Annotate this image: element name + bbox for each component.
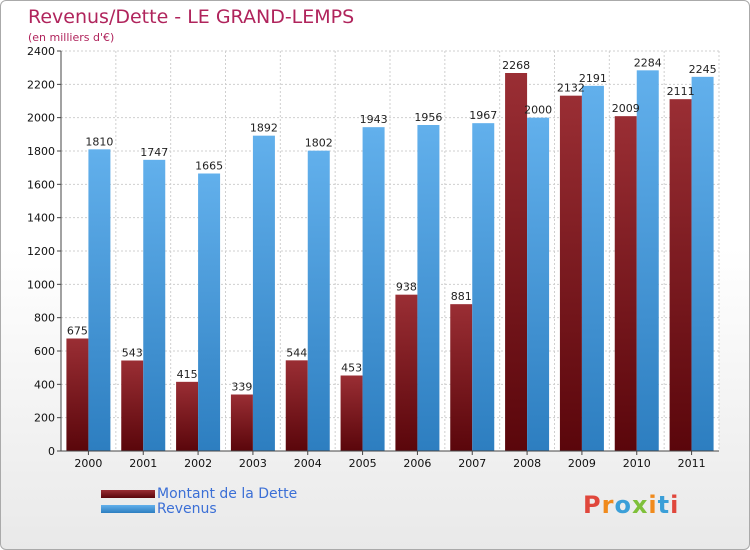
x-tick-label: 2007 xyxy=(458,457,486,470)
bar-debt xyxy=(559,95,582,452)
data-label-revenue: 1810 xyxy=(85,135,113,148)
y-tick-label: 1800 xyxy=(27,145,55,158)
y-tick-label: 2000 xyxy=(27,112,55,125)
data-label-revenue: 1665 xyxy=(195,160,223,173)
bar-debt xyxy=(669,99,692,452)
y-tick-label: 1000 xyxy=(27,278,55,291)
x-tick-label: 2000 xyxy=(74,457,102,470)
bar-revenue xyxy=(691,76,714,451)
data-label-revenue: 1956 xyxy=(414,111,442,124)
x-tick-label: 2001 xyxy=(129,457,157,470)
data-label-revenue: 2245 xyxy=(689,63,717,76)
data-label-revenue: 2000 xyxy=(524,104,552,117)
bar-revenue xyxy=(417,125,440,451)
data-label-debt: 2009 xyxy=(612,102,640,115)
proxiti-logo: Proxiti xyxy=(583,491,680,519)
bar-debt xyxy=(450,304,473,451)
y-tick-label: 1200 xyxy=(27,245,55,258)
bar-debt xyxy=(614,116,637,452)
bar-revenue xyxy=(307,150,330,451)
data-label-debt: 2132 xyxy=(557,82,585,95)
data-label-debt: 453 xyxy=(341,362,362,375)
bar-debt xyxy=(505,73,528,451)
bar-debt xyxy=(176,381,199,451)
bar-debt xyxy=(395,294,418,451)
x-tick-label: 2004 xyxy=(294,457,322,470)
y-tick-label: 800 xyxy=(34,312,55,325)
bar-debt xyxy=(121,360,144,451)
bar-debt xyxy=(66,338,89,451)
data-label-debt: 2111 xyxy=(667,85,695,98)
data-label-debt: 339 xyxy=(231,381,252,394)
data-label-revenue: 1943 xyxy=(360,113,388,126)
data-label-debt: 881 xyxy=(451,290,472,303)
bar-revenue xyxy=(143,159,166,452)
y-tick-label: 0 xyxy=(48,445,55,458)
bar-revenue xyxy=(252,135,275,451)
bar-revenue xyxy=(472,123,495,452)
data-label-debt: 938 xyxy=(396,281,417,294)
axes: 0 200 400 600 800 1000 1200 1400 1600 1800 2000 220… xyxy=(27,45,719,470)
legend-swatch-debt xyxy=(101,490,155,498)
x-tick-label: 2003 xyxy=(239,457,267,470)
y-tick-label: 2400 xyxy=(27,45,55,58)
x-tick-label: 2002 xyxy=(184,457,212,470)
y-tick-label: 400 xyxy=(34,378,55,391)
data-label-revenue: 1892 xyxy=(250,122,278,135)
chart-subtitle: (en milliers d'€) xyxy=(28,31,115,44)
x-tick-label: 2009 xyxy=(568,457,596,470)
data-label-revenue: 1802 xyxy=(305,137,333,150)
legend-label-revenue: Revenus xyxy=(157,501,217,517)
data-label-revenue: 2284 xyxy=(634,56,662,69)
bar-revenue xyxy=(198,173,221,451)
data-label-debt: 543 xyxy=(122,347,143,360)
bar-debt xyxy=(285,360,308,451)
y-tick-label: 600 xyxy=(34,345,55,358)
bars xyxy=(66,70,714,452)
x-tick-label: 2006 xyxy=(403,457,431,470)
bar-debt xyxy=(230,394,253,451)
data-label-revenue: 1967 xyxy=(469,109,497,122)
y-tick-label: 2200 xyxy=(27,78,55,91)
bar-debt xyxy=(340,375,363,451)
chart-title: Revenus/Dette - LE GRAND-LEMPS xyxy=(28,6,355,28)
data-label-debt: 2268 xyxy=(502,59,530,72)
bar-revenue xyxy=(88,149,111,452)
bar-revenue xyxy=(362,127,385,452)
y-tick-label: 200 xyxy=(34,412,55,425)
legend-swatch-revenue xyxy=(101,505,155,513)
grid-lines xyxy=(60,50,720,452)
bar-revenue xyxy=(581,85,604,451)
x-tick-label: 2005 xyxy=(349,457,377,470)
legend-label-debt: Montant de la Dette xyxy=(157,486,298,502)
x-tick-label: 2008 xyxy=(513,457,541,470)
data-label-revenue: 2191 xyxy=(579,72,607,85)
data-label-debt: 544 xyxy=(286,346,307,359)
data-label-debt: 415 xyxy=(177,368,198,381)
y-tick-label: 1400 xyxy=(27,212,55,225)
x-tick-label: 2010 xyxy=(623,457,651,470)
bar-revenue xyxy=(527,117,550,452)
data-label-revenue: 1747 xyxy=(140,146,168,159)
data-labels: 675 1810 543 1747 415 1665 339 1892 544 1802 453 19… xyxy=(67,56,717,393)
data-label-debt: 675 xyxy=(67,325,88,338)
y-tick-label: 1600 xyxy=(27,178,55,191)
x-tick-label: 2011 xyxy=(678,457,706,470)
bar-revenue xyxy=(636,70,659,451)
